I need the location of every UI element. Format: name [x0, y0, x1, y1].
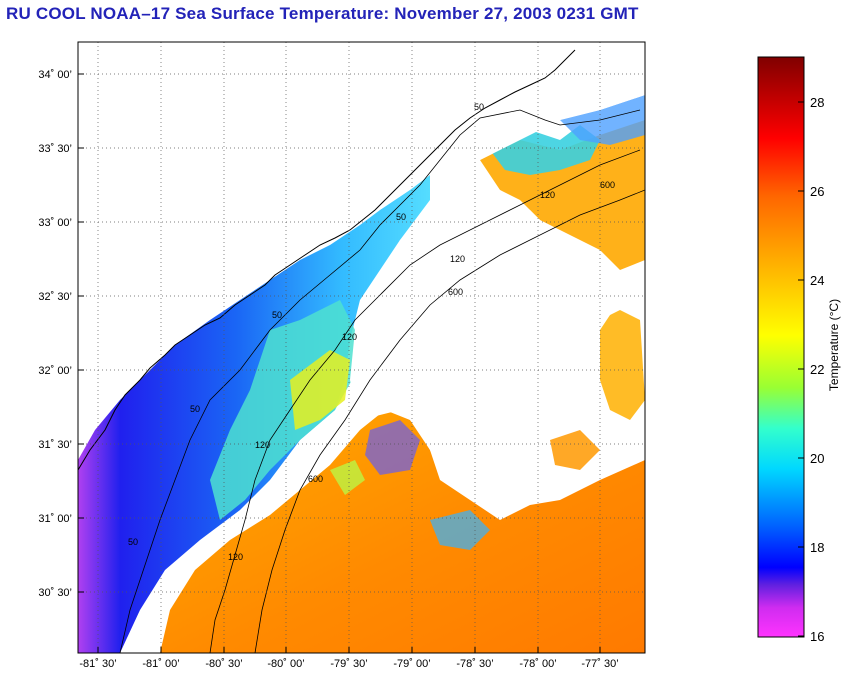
- lon-tick-label: -80˚ 30’: [205, 658, 242, 670]
- map-frame: [77, 41, 646, 654]
- warm-patch-yellow: [290, 350, 350, 430]
- lon-tick-label: -80˚ 00’: [267, 658, 304, 670]
- contour-label-120: 120: [255, 440, 270, 450]
- coastline: [78, 49, 576, 471]
- lat-tick-label: 31˚ 30’: [38, 439, 72, 451]
- eddy-patch-1: [365, 420, 420, 475]
- colorbar-tick-label: 28: [810, 95, 825, 110]
- colorbar-tick-label: 22: [810, 362, 825, 377]
- east-warm-patch: [600, 310, 645, 420]
- colorbar-tick-label: 16: [810, 629, 825, 644]
- lat-tick-label: 33˚ 30’: [38, 143, 72, 155]
- colorbar-tick-label: 18: [810, 540, 825, 555]
- colorbar-tick-label: 26: [810, 184, 825, 199]
- contour-label-50: 50: [396, 212, 406, 222]
- southeast-small-patch: [550, 430, 600, 470]
- lon-tick-label: -79˚ 30’: [330, 658, 367, 670]
- eddy-patch-3: [330, 460, 365, 495]
- lon-tick-label: -77˚ 30’: [581, 658, 618, 670]
- contour-120m: [209, 149, 641, 653]
- map-title: RU COOL NOAA–17 Sea Surface Temperature:…: [6, 4, 639, 23]
- contour-label-600: 600: [448, 287, 463, 297]
- contour-label-50: 50: [272, 310, 282, 320]
- contour-label-120: 120: [450, 254, 465, 264]
- contour-label-50: 50: [190, 404, 200, 414]
- lat-tick-label: 33˚ 00’: [38, 217, 72, 229]
- contour-label-50: 50: [474, 102, 484, 112]
- colorbar-ticks: [798, 101, 804, 637]
- contour-label-120: 120: [342, 332, 357, 342]
- cloud-mask-north: [430, 55, 645, 190]
- colorbar-tick-label: 24: [810, 273, 825, 288]
- colorbar-title: Temperature (°C): [827, 298, 841, 392]
- lon-tick-label: -81˚ 30’: [79, 658, 116, 670]
- lon-tick-label: -81˚ 00’: [142, 658, 179, 670]
- lat-tick-label: 34˚ 00’: [38, 69, 72, 81]
- contour-600m: [254, 189, 645, 653]
- cloud-mask-area: [350, 170, 620, 490]
- contour-label-120: 120: [540, 190, 555, 200]
- colorbar-tick-label: 20: [810, 451, 825, 466]
- mid-shelf-water: [210, 300, 355, 520]
- lon-tick-label: -78˚ 30’: [456, 658, 493, 670]
- gulf-stream-warm-water: [160, 410, 645, 653]
- northeast-blue-patch: [560, 95, 645, 145]
- contour-50m: [119, 109, 641, 653]
- eddy-patch-2: [430, 510, 490, 550]
- contour-label-120: 120: [228, 552, 243, 562]
- lat-tick-label: 30˚ 30’: [38, 587, 72, 599]
- colorbar: [757, 56, 805, 638]
- lon-tick-label: -79˚ 00’: [393, 658, 430, 670]
- contour-label-600: 600: [308, 474, 323, 484]
- contour-label-600: 600: [600, 180, 615, 190]
- lon-tick-label: -78˚ 00’: [519, 658, 556, 670]
- lat-tick-label: 32˚ 30’: [38, 291, 72, 303]
- axis-ticks: [78, 73, 601, 653]
- lat-tick-label: 32˚ 00’: [38, 365, 72, 377]
- contour-label-50: 50: [128, 537, 138, 547]
- lat-tick-label: 31˚ 00’: [38, 513, 72, 525]
- graticule: [78, 42, 645, 653]
